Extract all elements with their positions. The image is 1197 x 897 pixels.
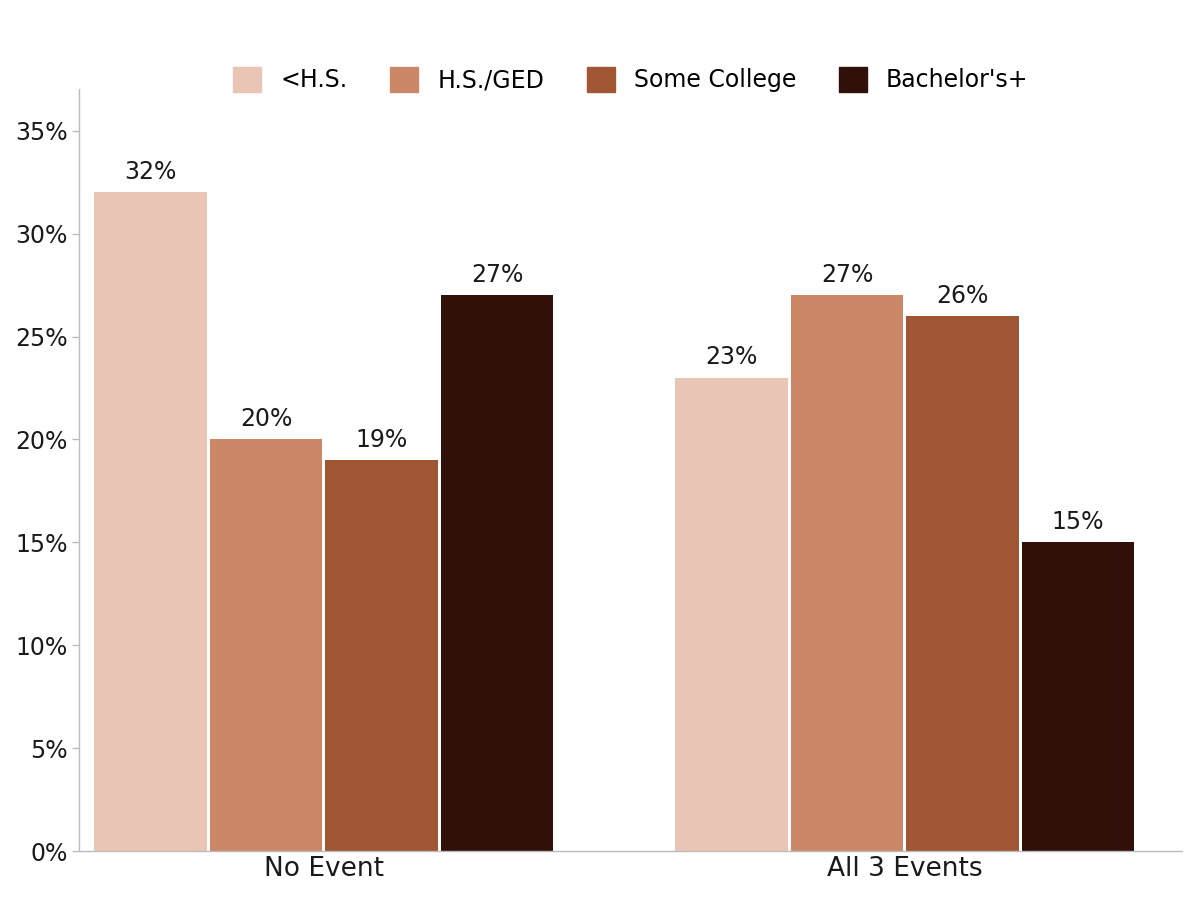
Bar — [209, 440, 322, 851]
Text: 27%: 27% — [821, 263, 873, 287]
Bar — [326, 460, 438, 851]
Text: 15%: 15% — [1052, 510, 1105, 534]
Text: 23%: 23% — [705, 345, 758, 370]
Bar — [440, 295, 553, 851]
Bar — [95, 193, 207, 851]
Bar — [791, 295, 903, 851]
Bar — [675, 378, 788, 851]
Text: 20%: 20% — [239, 407, 292, 431]
Text: 19%: 19% — [356, 428, 408, 452]
Bar — [1022, 543, 1134, 851]
Text: 32%: 32% — [124, 161, 177, 184]
Bar — [906, 316, 1019, 851]
Legend: <H.S., H.S./GED, Some College, Bachelor's+: <H.S., H.S./GED, Some College, Bachelor'… — [221, 56, 1040, 104]
Text: 27%: 27% — [470, 263, 523, 287]
Text: 26%: 26% — [936, 283, 989, 308]
